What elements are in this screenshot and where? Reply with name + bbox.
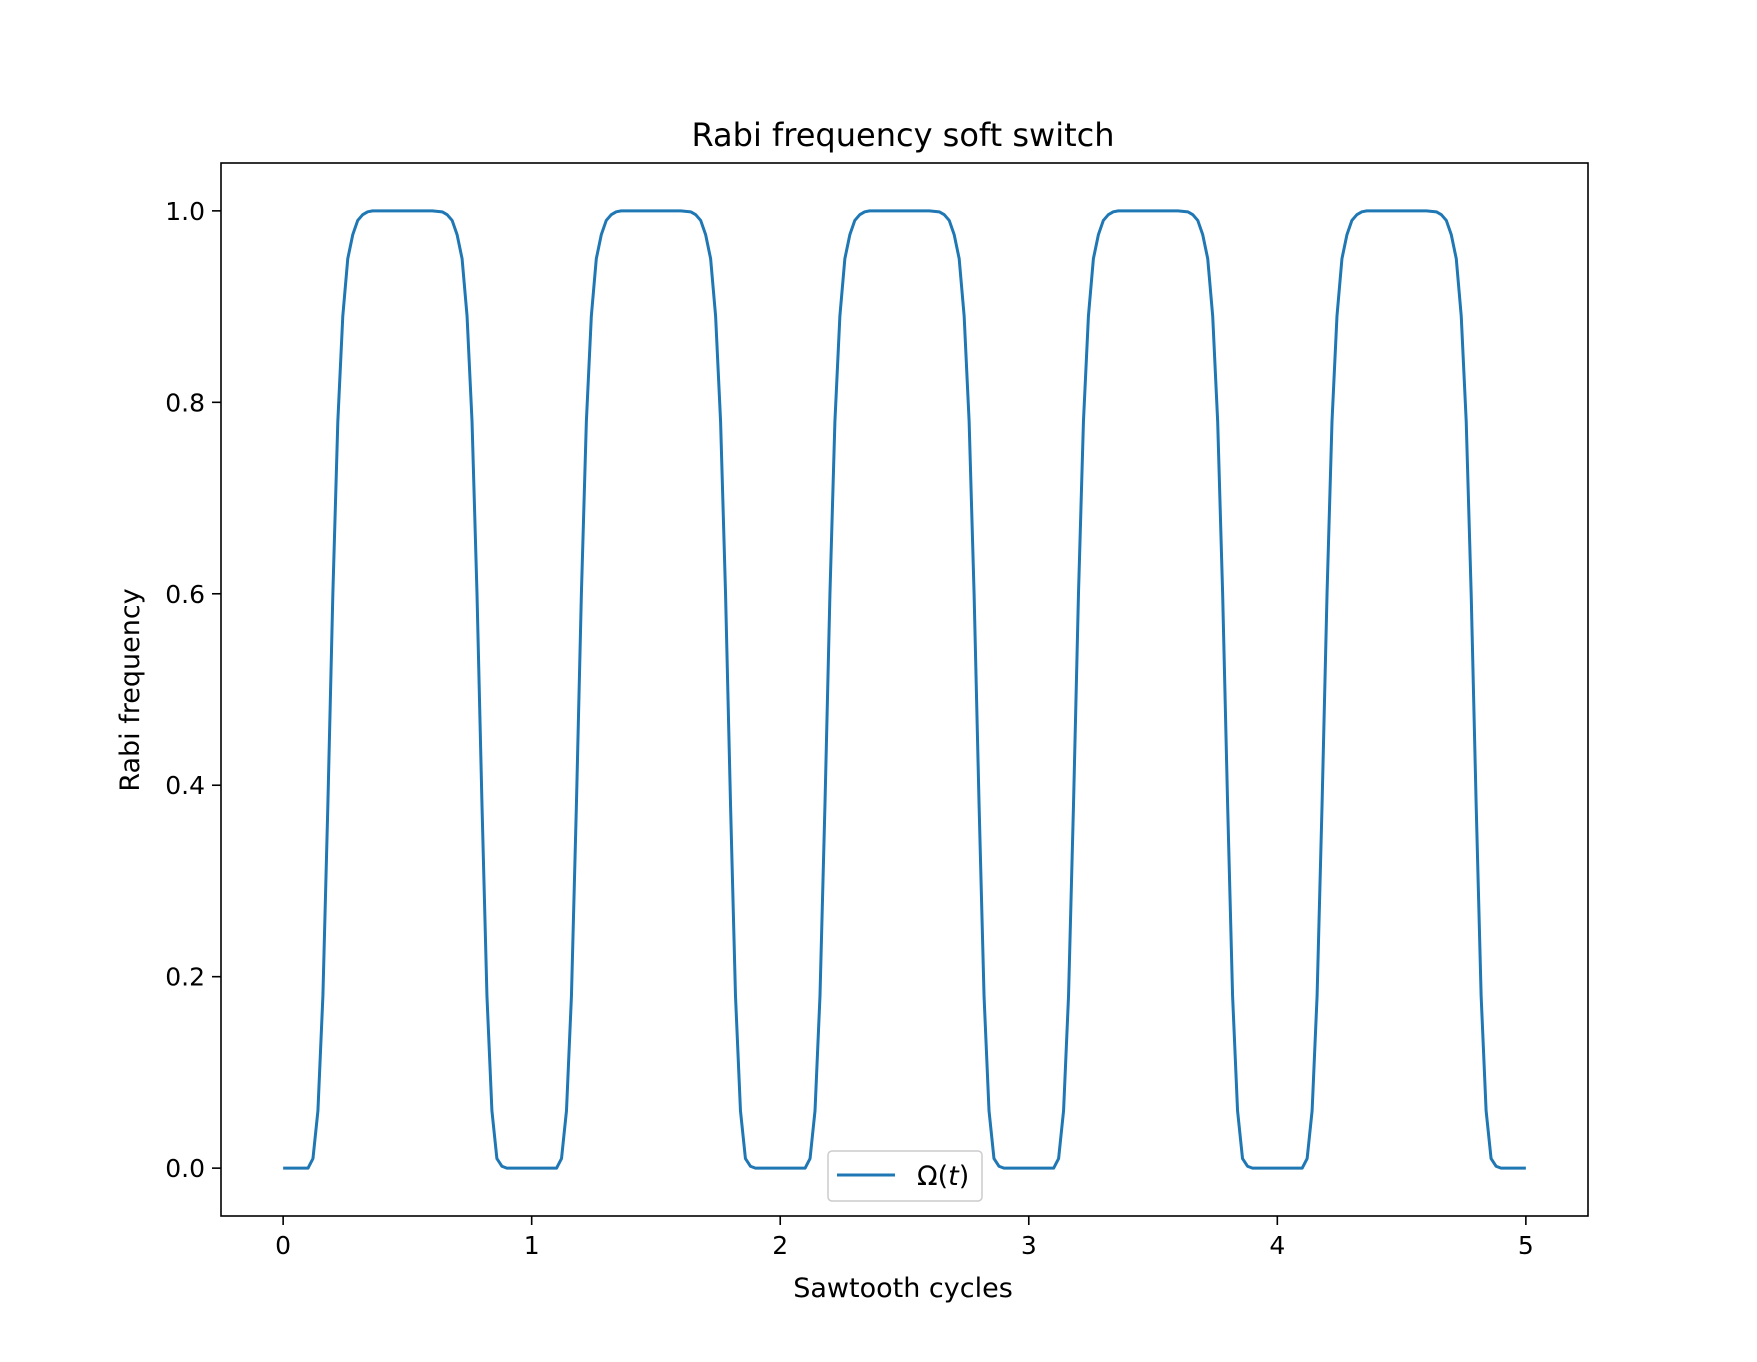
x-tick-label: 5	[1518, 1231, 1534, 1260]
x-axis-label: Sawtooth cycles	[793, 1273, 1013, 1304]
x-tick-label: 2	[772, 1231, 788, 1260]
legend-label: Ω(t)	[917, 1161, 969, 1192]
legend-label-main: Ω(	[917, 1161, 948, 1192]
series-line-omega	[283, 209, 1526, 1170]
y-tick-label: 0.0	[165, 1154, 205, 1183]
legend: Ω(t)	[827, 1150, 983, 1202]
x-tick-label: 1	[524, 1231, 540, 1260]
legend-box	[827, 1150, 983, 1202]
x-tick-label: 0	[275, 1231, 291, 1260]
y-tick-label: 1.0	[165, 197, 205, 226]
x-axis-ticks: 0 1 2 3 4 5	[275, 1216, 1534, 1260]
plot-frame	[220, 162, 1589, 1217]
y-axis-label: Rabi frequency	[115, 588, 146, 791]
y-tick-label: 0.6	[165, 580, 205, 609]
chart-title: Rabi frequency soft switch	[691, 116, 1114, 154]
y-tick-label: 0.2	[165, 963, 205, 992]
legend-label-close: )	[959, 1161, 970, 1192]
y-tick-label: 0.4	[165, 771, 205, 800]
y-axis-ticks: 0.0 0.2 0.4 0.6 0.8 1.0	[165, 197, 221, 1183]
x-tick-label: 4	[1269, 1231, 1285, 1260]
legend-label-italic: t	[948, 1161, 960, 1192]
y-tick-label: 0.8	[165, 388, 205, 417]
x-tick-label: 3	[1021, 1231, 1037, 1260]
plot-area	[283, 209, 1526, 1170]
